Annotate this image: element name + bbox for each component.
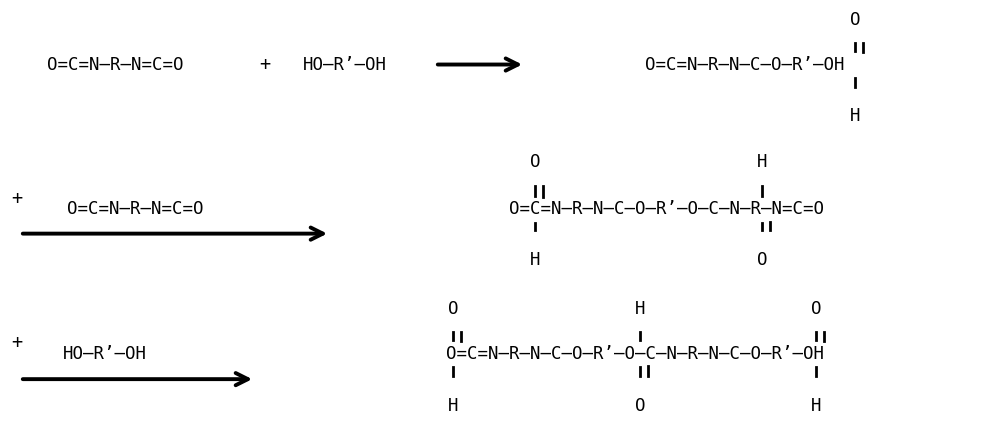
Text: O: O bbox=[850, 11, 860, 29]
Text: O: O bbox=[757, 251, 767, 269]
Text: O=C=N–R–N=C=O: O=C=N–R–N=C=O bbox=[47, 56, 183, 73]
Text: +: + bbox=[11, 333, 23, 352]
Text: O=C=N–R–N–C–O–R’–O–C–N–R–N=C=O: O=C=N–R–N–C–O–R’–O–C–N–R–N=C=O bbox=[509, 200, 824, 218]
Text: +: + bbox=[259, 55, 271, 74]
Text: H: H bbox=[757, 154, 767, 171]
Text: O: O bbox=[448, 300, 458, 318]
Text: H: H bbox=[448, 397, 458, 415]
Text: HO–R’–OH: HO–R’–OH bbox=[303, 56, 387, 73]
Text: H: H bbox=[850, 107, 860, 125]
Text: H: H bbox=[635, 300, 645, 318]
Text: H: H bbox=[530, 251, 540, 269]
Text: O: O bbox=[530, 154, 540, 171]
Text: O: O bbox=[811, 300, 821, 318]
Text: H: H bbox=[811, 397, 821, 415]
Text: O=C=N–R–N=C=O: O=C=N–R–N=C=O bbox=[67, 200, 203, 218]
Text: O=C=N–R–N–C–O–R’–O–C–N–R–N–C–O–R’–OH: O=C=N–R–N–C–O–R’–O–C–N–R–N–C–O–R’–OH bbox=[446, 345, 824, 363]
Text: +: + bbox=[11, 189, 23, 207]
Text: O: O bbox=[635, 397, 645, 415]
Text: HO–R’–OH: HO–R’–OH bbox=[63, 345, 147, 363]
Text: O=C=N–R–N–C–O–R’–OH: O=C=N–R–N–C–O–R’–OH bbox=[645, 56, 845, 73]
